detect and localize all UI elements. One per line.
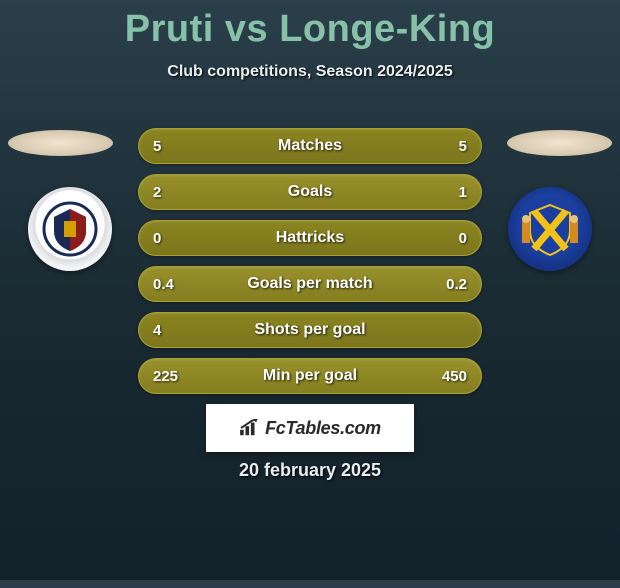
crest-left bbox=[28, 187, 112, 271]
date-text: 20 february 2025 bbox=[0, 460, 620, 481]
stats-panel: 5 Matches 5 2 Goals 1 0 Hattricks 0 0.4 … bbox=[138, 128, 482, 404]
stat-right-value: 1 bbox=[427, 184, 467, 201]
stat-left-value: 2 bbox=[153, 184, 193, 201]
saltire-crest-icon bbox=[520, 199, 580, 259]
stat-left-value: 225 bbox=[153, 368, 193, 385]
stat-right-value: 5 bbox=[427, 138, 467, 155]
stat-row-matches: 5 Matches 5 bbox=[138, 128, 482, 164]
crest-right bbox=[508, 187, 592, 271]
stat-row-shots-per-goal: 4 Shots per goal bbox=[138, 312, 482, 348]
stat-right-value: 450 bbox=[427, 368, 467, 385]
stat-row-min-per-goal: 225 Min per goal 450 bbox=[138, 358, 482, 394]
chart-growth-icon bbox=[239, 419, 261, 437]
stat-left-value: 0.4 bbox=[153, 276, 193, 293]
stat-right-value: 0 bbox=[427, 230, 467, 247]
stat-left-value: 0 bbox=[153, 230, 193, 247]
stat-left-value: 5 bbox=[153, 138, 193, 155]
page-subtitle: Club competitions, Season 2024/2025 bbox=[0, 63, 620, 81]
stat-row-hattricks: 0 Hattricks 0 bbox=[138, 220, 482, 256]
player-head-right bbox=[507, 130, 612, 156]
brand-box: FcTables.com bbox=[206, 404, 414, 452]
player-head-left bbox=[8, 130, 113, 156]
page-title: Pruti vs Longe-King bbox=[0, 8, 620, 51]
stat-left-value: 4 bbox=[153, 322, 193, 339]
shield-crest-icon bbox=[42, 201, 98, 257]
stat-row-goals-per-match: 0.4 Goals per match 0.2 bbox=[138, 266, 482, 302]
stat-right-value: 0.2 bbox=[427, 276, 467, 293]
brand-text: FcTables.com bbox=[265, 418, 381, 439]
stat-row-goals: 2 Goals 1 bbox=[138, 174, 482, 210]
